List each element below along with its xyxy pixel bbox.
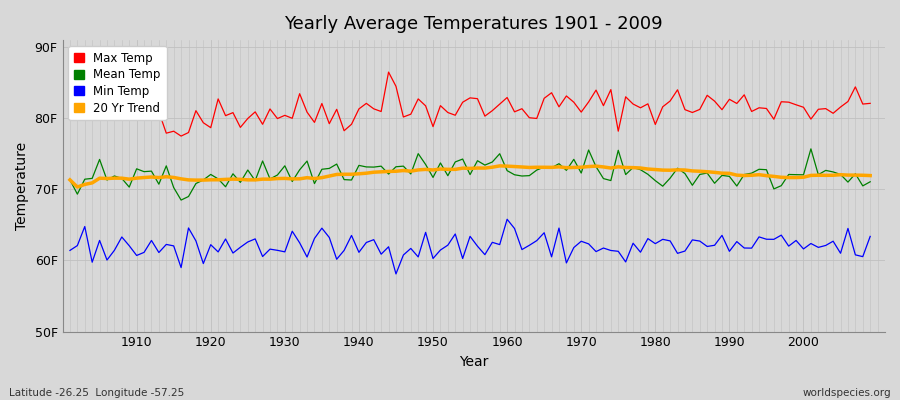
X-axis label: Year: Year xyxy=(459,355,489,369)
Y-axis label: Temperature: Temperature xyxy=(15,142,29,230)
Title: Yearly Average Temperatures 1901 - 2009: Yearly Average Temperatures 1901 - 2009 xyxy=(284,15,663,33)
Legend: Max Temp, Mean Temp, Min Temp, 20 Yr Trend: Max Temp, Mean Temp, Min Temp, 20 Yr Tre… xyxy=(68,46,166,120)
Text: Latitude -26.25  Longitude -57.25: Latitude -26.25 Longitude -57.25 xyxy=(9,388,184,398)
Text: worldspecies.org: worldspecies.org xyxy=(803,388,891,398)
